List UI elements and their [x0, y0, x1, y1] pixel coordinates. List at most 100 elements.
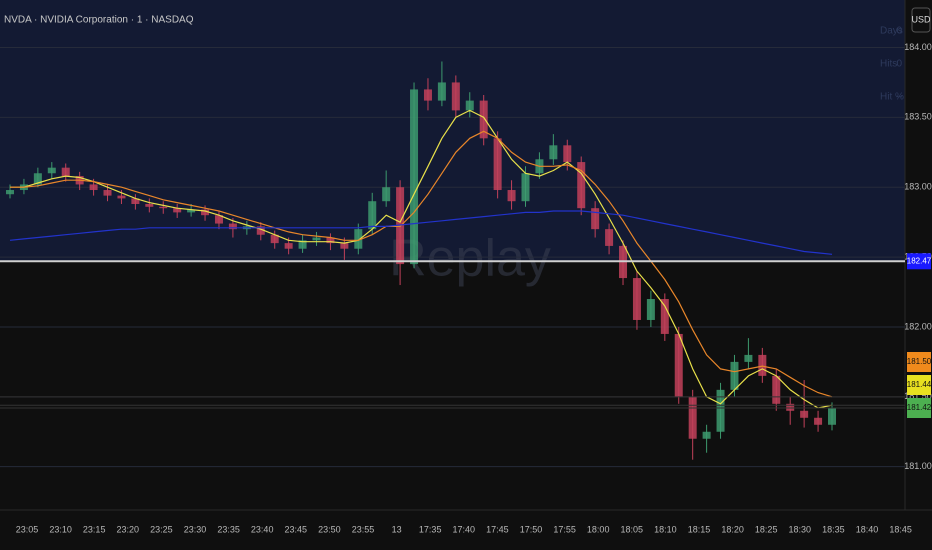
candle-body	[702, 431, 711, 439]
candle-body	[312, 237, 321, 241]
candle-body	[131, 198, 140, 204]
candle-body	[270, 234, 279, 244]
candle-body	[159, 206, 168, 209]
x-tick-label: 18:30	[789, 524, 812, 534]
x-tick-label: 18:05	[621, 524, 644, 534]
candle-body	[577, 162, 586, 209]
x-tick-label: 18:00	[587, 524, 610, 534]
price-tag-label: 181.50	[907, 357, 932, 366]
candle-body	[6, 190, 14, 195]
x-tick-label: 18:40	[856, 524, 879, 534]
price-tag	[907, 375, 931, 395]
candle-body	[632, 278, 641, 320]
candle-body	[646, 299, 655, 320]
currency[interactable]: USD	[911, 14, 931, 24]
candle-body	[521, 173, 530, 202]
x-tick-label: 23:30	[184, 524, 207, 534]
y-tick-label: 183.00	[904, 182, 932, 192]
candle-body	[744, 354, 753, 362]
candle-body	[591, 208, 600, 230]
candle-body	[814, 417, 823, 425]
candle-body	[173, 208, 182, 213]
candle-body	[214, 215, 223, 224]
candle-body	[605, 229, 614, 246]
stat-value: 0	[896, 59, 902, 70]
chart-title: NVDA · NVIDIA Corporation · 1 · NASDAQ	[4, 15, 194, 26]
replay-region	[0, 0, 905, 262]
stat-label: Days	[880, 26, 903, 37]
y-tick-label: 182.00	[904, 321, 932, 331]
candle-body	[410, 89, 419, 265]
price-tag	[907, 352, 931, 372]
currency-button[interactable]	[911, 7, 931, 33]
x-tick-label: 23:20	[117, 524, 140, 534]
candle-body	[354, 229, 363, 249]
candle-body	[187, 209, 196, 213]
x-tick-label: 23:45	[285, 524, 308, 534]
x-tick-label: 23:40	[251, 524, 274, 534]
candle-body	[465, 100, 474, 111]
candle-body	[563, 145, 572, 163]
candle-body	[549, 145, 558, 160]
price-tag	[907, 253, 931, 270]
candle-body	[660, 299, 669, 334]
candle-body	[47, 167, 56, 174]
candle-body	[117, 195, 126, 199]
candle-body	[201, 209, 210, 216]
candle-body	[145, 204, 154, 207]
x-tick-label: 17:45	[486, 524, 509, 534]
candle-body	[368, 201, 377, 230]
price-tag-label: 182.47	[907, 256, 932, 265]
price-tag-label: 181.42	[907, 403, 932, 412]
y-tick-label: 183.50	[904, 112, 932, 122]
x-tick-label: 18:10	[654, 524, 677, 534]
candle-body	[256, 226, 265, 235]
x-tick-label: 23:10	[49, 524, 72, 534]
moving-average	[10, 109, 833, 409]
candle-body	[437, 82, 446, 101]
candle-body	[89, 184, 98, 191]
candle-body	[228, 223, 237, 230]
candle-body	[758, 354, 767, 376]
x-tick-label: 23:35	[217, 524, 240, 534]
x-tick-label: 17:35	[419, 524, 442, 534]
x-tick-label: 18:20	[721, 524, 744, 534]
x-tick-label: 18:45	[889, 524, 912, 534]
candle-body	[786, 403, 795, 411]
candle-body	[772, 375, 781, 404]
candle-body	[298, 240, 307, 249]
candle-body	[423, 89, 432, 101]
candle-body	[493, 138, 502, 191]
x-tick-label: 18:25	[755, 524, 778, 534]
candle-body	[382, 187, 391, 202]
stat-label: Hit %	[880, 92, 904, 103]
moving-average	[9, 210, 833, 255]
candle-body	[103, 190, 112, 196]
x-tick-label: 17:40	[453, 524, 476, 534]
x-tick-label: 23:15	[83, 524, 106, 534]
x-tick-label: 23:25	[150, 524, 173, 534]
x-tick-label: 23:50	[318, 524, 341, 534]
candle-body	[326, 237, 335, 244]
candle-body	[33, 173, 42, 185]
x-tick-label: 17:50	[520, 524, 543, 534]
price-tag	[907, 398, 931, 418]
y-tick-label: 184.00	[904, 42, 932, 52]
price-tag-label: 181.44	[907, 380, 932, 389]
candle-body	[451, 82, 460, 111]
x-tick-label: 13	[392, 524, 402, 534]
stat-label: Hits	[880, 59, 897, 70]
candle-body	[479, 100, 488, 139]
candle-body	[674, 333, 683, 397]
candle-body	[507, 190, 516, 202]
stat-value: 0	[896, 26, 902, 37]
candle-body	[828, 408, 836, 425]
x-tick-label: 18:15	[688, 524, 711, 534]
candle-body	[730, 361, 739, 390]
stat-value: –	[896, 92, 902, 103]
candle-body	[800, 410, 809, 418]
moving-average	[10, 130, 833, 398]
candle-body	[61, 167, 70, 177]
y-tick-label: 181.50	[904, 391, 932, 401]
